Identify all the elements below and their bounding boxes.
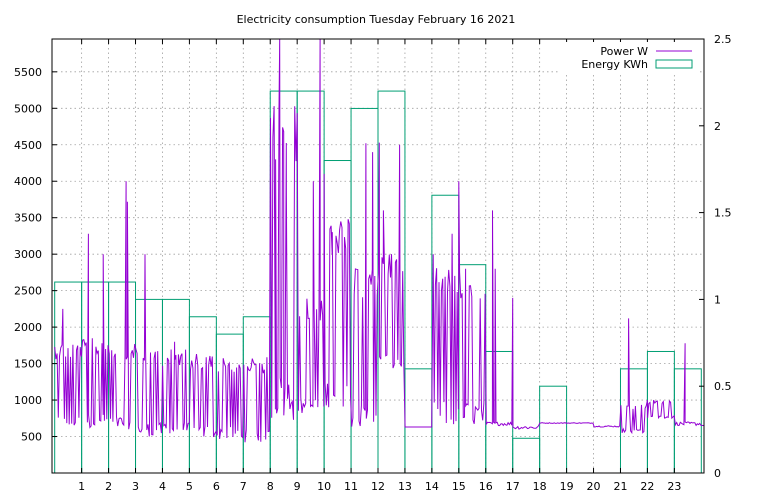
x-tick-label: 12 [371, 480, 385, 493]
x-tick-label: 9 [294, 480, 301, 493]
legend: Power W Energy KWh [560, 42, 700, 74]
y-tick-label: 2000 [14, 321, 42, 334]
x-tick-label: 23 [667, 480, 681, 493]
energy-bar [404, 368, 433, 474]
x-tick-label: 21 [613, 480, 627, 493]
legend-background [560, 42, 700, 74]
x-tick-label: 13 [398, 480, 412, 493]
y-tick-label: 4500 [14, 139, 42, 152]
y-tick-label: 3000 [14, 248, 42, 261]
y-tick-label: 5000 [14, 102, 42, 115]
x-tick-label: 2 [105, 480, 112, 493]
y-tick-label: 4000 [14, 175, 42, 188]
x-tick-label: 14 [425, 480, 439, 493]
energy-bar [485, 350, 514, 474]
x-tick-label: 3 [132, 480, 139, 493]
y2-tick-label: 1.5 [714, 207, 732, 220]
x-tick-label: 7 [240, 480, 247, 493]
y-tick-label: 1500 [14, 358, 42, 371]
y-tick-label: 1000 [14, 394, 42, 407]
energy-bar [539, 385, 568, 474]
y-tick-label: 500 [21, 431, 42, 444]
x-tick-label: 16 [479, 480, 493, 493]
legend-label-power: Power W [600, 45, 648, 58]
y-tick-label: 2500 [14, 285, 42, 298]
x-tick-label: 18 [533, 480, 547, 493]
x-tick-label: 1 [78, 480, 85, 493]
y2-tick-label: 1 [714, 293, 721, 306]
x-tick-label: 8 [267, 480, 274, 493]
x-tick-label: 11 [344, 480, 358, 493]
energy-bar [512, 437, 541, 474]
power-series [54, 38, 705, 443]
x-tick-label: 10 [317, 480, 331, 493]
axis-ticks: 1 2 3 4 5 6 7 8 9 10 11 12 13 14 15 16 17 18 19 20 21 22 23500… [14, 33, 732, 493]
power-line [54, 38, 705, 443]
x-tick-label: 19 [560, 480, 574, 493]
legend-label-energy: Energy KWh [581, 58, 648, 71]
chart-title: Electricity consumption Tuesday February… [237, 13, 516, 26]
energy-bar [673, 368, 702, 474]
y-tick-label: 5500 [14, 66, 42, 79]
x-tick-label: 22 [640, 480, 654, 493]
x-tick-label: 4 [159, 480, 166, 493]
x-tick-label: 20 [587, 480, 601, 493]
y-tick-label: 3500 [14, 212, 42, 225]
y2-tick-label: 0.5 [714, 380, 732, 393]
legend-swatch-energy [655, 59, 693, 69]
y2-tick-label: 2 [714, 120, 721, 133]
y2-tick-label: 2.5 [714, 33, 732, 46]
y2-tick-label: 0 [714, 467, 721, 480]
x-tick-label: 17 [506, 480, 520, 493]
x-tick-label: 5 [186, 480, 193, 493]
x-tick-label: 15 [452, 480, 466, 493]
x-tick-label: 6 [213, 480, 220, 493]
